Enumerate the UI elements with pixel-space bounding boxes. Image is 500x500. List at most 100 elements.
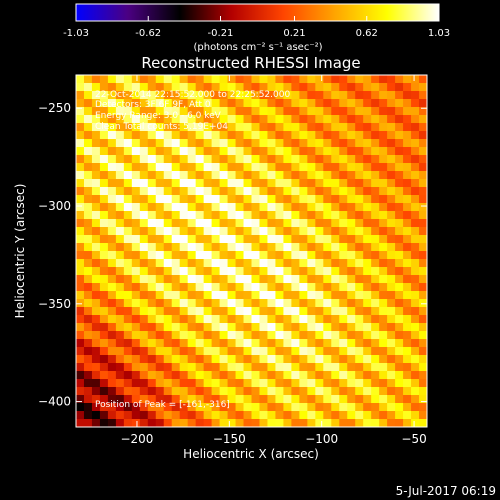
heatmap-cell	[219, 363, 229, 372]
heatmap-cell	[323, 419, 332, 427]
heatmap-cell	[187, 355, 197, 364]
heatmap-cell	[315, 75, 324, 84]
heatmap-cell	[275, 195, 285, 204]
heatmap-cell	[179, 403, 189, 412]
heatmap-cell	[395, 379, 404, 388]
heatmap-cell	[339, 411, 348, 420]
heatmap-cell	[371, 363, 380, 372]
heatmap-cell	[203, 91, 213, 100]
heatmap-cell	[291, 211, 300, 220]
heatmap-cell	[147, 187, 157, 196]
heatmap-cell	[403, 99, 412, 108]
heatmap-cell	[203, 299, 213, 308]
heatmap-cell	[379, 267, 388, 276]
heatmap-cell	[339, 83, 348, 92]
heatmap-cell	[419, 419, 427, 427]
heatmap-cell	[291, 75, 300, 84]
heatmap-cell	[339, 171, 348, 180]
heatmap-cell	[395, 147, 404, 156]
heatmap-cell	[259, 395, 269, 404]
heatmap-cell	[99, 411, 109, 420]
heatmap-cell	[227, 299, 237, 308]
heatmap-cell	[283, 347, 292, 356]
heatmap-cell	[411, 131, 420, 140]
heatmap-cell	[147, 339, 157, 348]
heatmap-cell	[179, 291, 189, 300]
heatmap-cell	[219, 227, 229, 236]
heatmap-cell	[91, 371, 101, 380]
heatmap-cell	[76, 171, 85, 180]
heatmap-cell	[387, 187, 396, 196]
heatmap-cell	[179, 379, 189, 388]
heatmap-cell	[411, 187, 420, 196]
heatmap-cell	[179, 419, 189, 427]
heatmap-cell	[347, 91, 356, 100]
heatmap-cell	[147, 403, 157, 412]
heatmap-cell	[395, 283, 404, 292]
heatmap-cell	[267, 75, 277, 84]
heatmap-cell	[379, 395, 388, 404]
heatmap-cell	[347, 347, 356, 356]
heatmap-cell	[315, 267, 324, 276]
heatmap-cell	[76, 355, 85, 364]
heatmap-cell	[99, 291, 109, 300]
heatmap-cell	[371, 275, 380, 284]
heatmap-cell	[219, 419, 229, 427]
heatmap-cell	[363, 131, 372, 140]
heatmap-cell	[347, 267, 356, 276]
heatmap-cell	[227, 107, 237, 116]
heatmap-cell	[211, 403, 221, 412]
heatmap-cell	[275, 235, 285, 244]
heatmap-cell	[131, 227, 141, 236]
heatmap-cell	[323, 355, 332, 364]
heatmap-cell	[235, 347, 245, 356]
heatmap-cell	[363, 331, 372, 340]
heatmap-cell	[171, 403, 181, 412]
heatmap-image	[76, 75, 427, 427]
axis-ticks: −200 −150 −100 −50−250−300−350−400	[38, 75, 427, 446]
heatmap-cell	[339, 403, 348, 412]
heatmap-cell	[211, 291, 221, 300]
heatmap-cell	[315, 395, 324, 404]
heatmap-cell	[299, 371, 308, 380]
heatmap-cell	[211, 371, 221, 380]
heatmap-cell	[419, 411, 427, 420]
heatmap-cell	[155, 275, 165, 284]
heatmap-cell	[227, 347, 237, 356]
heatmap-cell	[163, 219, 173, 228]
heatmap-cell	[83, 115, 93, 124]
heatmap-cell	[251, 203, 261, 212]
heatmap-cell	[91, 235, 101, 244]
heatmap-cell	[379, 139, 388, 148]
heatmap-cell	[355, 267, 364, 276]
heatmap-cell	[355, 307, 364, 316]
heatmap-cell	[411, 147, 420, 156]
heatmap-cell	[371, 355, 380, 364]
heatmap-cell	[347, 171, 356, 180]
heatmap-cell	[123, 227, 133, 236]
heatmap-cell	[147, 163, 157, 172]
heatmap-cell	[195, 275, 205, 284]
heatmap-cell	[83, 387, 93, 396]
heatmap-cell	[283, 411, 292, 420]
heatmap-cell	[227, 323, 237, 332]
heatmap-cell	[363, 419, 372, 427]
heatmap-cell	[235, 331, 245, 340]
heatmap-cell	[139, 123, 149, 132]
heatmap-cell	[131, 387, 141, 396]
heatmap-cell	[219, 155, 229, 164]
heatmap-cell	[219, 235, 229, 244]
heatmap-cell	[91, 219, 101, 228]
heatmap-cell	[123, 99, 133, 108]
heatmap-cell	[307, 147, 316, 156]
heatmap-cell	[403, 171, 412, 180]
heatmap-cell	[411, 123, 420, 132]
heatmap-cell	[219, 331, 229, 340]
heatmap-cell	[123, 259, 133, 268]
heatmap-cell	[139, 91, 149, 100]
heatmap-cell	[211, 123, 221, 132]
heatmap-cell	[76, 187, 85, 196]
heatmap-cell	[315, 403, 324, 412]
heatmap-cell	[299, 307, 308, 316]
heatmap-cell	[403, 123, 412, 132]
